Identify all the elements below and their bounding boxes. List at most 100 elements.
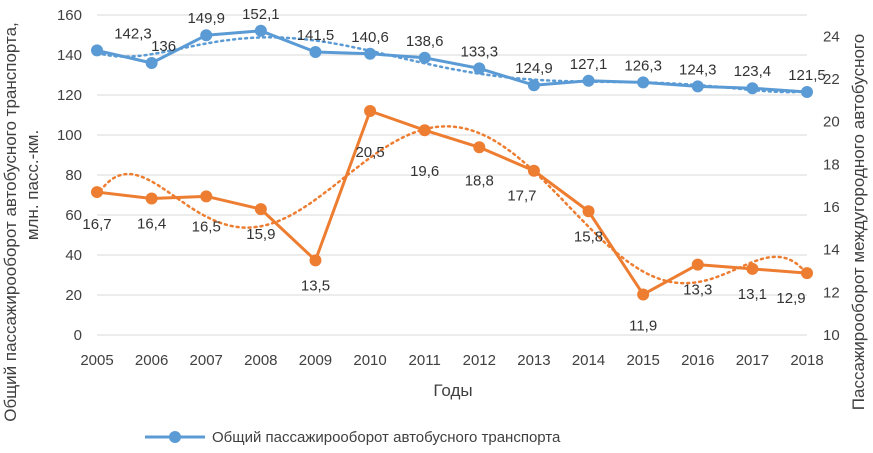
x-tick-label: 2016 xyxy=(681,352,714,369)
data-label: 138,6 xyxy=(406,33,444,50)
trendlines xyxy=(95,36,809,285)
data-point xyxy=(254,24,267,37)
trendline-series-0 xyxy=(95,36,809,94)
data-label: 136 xyxy=(151,38,176,55)
right-tick-label: 14 xyxy=(823,242,840,259)
data-label: 16,4 xyxy=(137,215,166,232)
right-axis-ticks: 10 12 14 16 18 20 22 24 xyxy=(823,28,840,344)
left-tick-label: 0 xyxy=(74,327,82,344)
data-point xyxy=(801,86,813,98)
x-tick-label: 2011 xyxy=(409,352,441,369)
data-label: 126,3 xyxy=(624,57,662,74)
x-tick-label: 2005 xyxy=(80,352,113,369)
data-point xyxy=(364,105,377,117)
data-point xyxy=(145,192,158,205)
right-tick-label: 22 xyxy=(823,71,840,88)
data-point xyxy=(691,80,704,93)
data-label: 20,5 xyxy=(355,144,384,161)
legend-label: Общий пассажирооборот автобусного трансп… xyxy=(212,429,561,446)
left-axis-title-line2: млн. пасс.-км. xyxy=(23,130,42,240)
legend: Общий пассажирооборот автобусного трансп… xyxy=(145,429,561,446)
x-tick-label: 2008 xyxy=(244,352,277,369)
data-point xyxy=(637,288,650,301)
data-label: 12,9 xyxy=(776,290,805,307)
right-tick-label: 12 xyxy=(823,284,840,301)
x-tick-label: 2010 xyxy=(353,352,386,369)
left-tick-label: 20 xyxy=(65,287,82,304)
left-tick-label: 80 xyxy=(65,167,82,184)
data-label: 142,3 xyxy=(114,25,152,42)
series-lines xyxy=(96,29,808,296)
data-point xyxy=(91,186,103,199)
data-label: 121,5 xyxy=(788,67,826,84)
right-tick-label: 18 xyxy=(823,156,840,173)
data-label: 13,1 xyxy=(738,286,767,303)
x-tick-label: 2006 xyxy=(135,352,168,369)
left-tick-label: 100 xyxy=(57,127,82,144)
left-tick-label: 160 xyxy=(57,7,82,24)
data-point xyxy=(309,254,322,267)
data-point xyxy=(582,74,595,87)
data-point xyxy=(200,29,213,42)
data-label: 133,3 xyxy=(461,43,499,60)
grid-lines xyxy=(97,14,807,336)
data-point xyxy=(473,62,486,75)
x-axis-ticks: 2005 2006 2007 2008 2009 2010 2011 2012 2013 2014… xyxy=(80,352,823,369)
x-tick-label: 2013 xyxy=(517,352,550,369)
series-line-1 xyxy=(96,109,808,296)
data-point xyxy=(527,79,540,92)
data-label: 15,8 xyxy=(574,228,603,245)
data-label: 11,9 xyxy=(629,317,657,334)
x-tick-label: 2012 xyxy=(463,352,496,369)
data-label: 15,9 xyxy=(246,226,275,243)
data-label: 13,3 xyxy=(683,282,712,299)
left-axis-title-line1: Общий пассажирооборот автобусного трансп… xyxy=(1,22,20,422)
data-point xyxy=(254,203,267,216)
data-point xyxy=(473,141,486,154)
data-label: 123,4 xyxy=(734,63,772,80)
data-label: 152,1 xyxy=(242,6,280,23)
data-label: 19,6 xyxy=(410,163,439,180)
x-axis-title: Годы xyxy=(433,381,472,400)
data-point xyxy=(746,262,759,275)
right-tick-label: 16 xyxy=(823,199,840,216)
trendline-series-1 xyxy=(95,125,809,285)
left-tick-label: 140 xyxy=(57,47,82,64)
data-label: 127,1 xyxy=(570,56,608,73)
data-label: 141,5 xyxy=(297,27,335,44)
right-axis-title: Пассажирооборот междугородного автобусно… xyxy=(849,34,868,410)
series-line-0 xyxy=(96,29,808,94)
x-tick-label: 2007 xyxy=(190,352,223,369)
x-tick-label: 2014 xyxy=(572,352,605,369)
x-tick-label: 2015 xyxy=(626,352,659,369)
data-label: 16,5 xyxy=(192,218,221,235)
data-label: 140,6 xyxy=(351,29,389,46)
right-tick-label: 20 xyxy=(823,114,840,131)
legend-marker xyxy=(169,431,181,443)
data-point xyxy=(691,258,704,271)
series-markers xyxy=(91,24,813,301)
data-point xyxy=(418,51,431,64)
data-label: 16,7 xyxy=(82,216,111,233)
right-tick-label: 24 xyxy=(823,28,840,45)
left-tick-label: 40 xyxy=(65,247,82,264)
right-tick-label: 10 xyxy=(823,327,840,344)
data-label: 17,7 xyxy=(507,188,536,205)
data-point xyxy=(91,44,103,57)
x-tick-label: 2017 xyxy=(736,352,769,369)
data-point xyxy=(527,164,540,177)
x-tick-label: 2009 xyxy=(299,352,332,369)
data-point xyxy=(746,82,759,95)
left-tick-label: 60 xyxy=(65,207,82,224)
data-point xyxy=(145,57,158,69)
data-label: 18,8 xyxy=(465,172,494,189)
data-point xyxy=(418,124,431,137)
data-point xyxy=(200,190,213,203)
x-tick-label: 2018 xyxy=(790,352,823,369)
data-point xyxy=(637,76,650,89)
data-point xyxy=(801,267,813,280)
left-axis-ticks: 0 20 40 60 80 100 120 140 160 xyxy=(57,7,82,344)
data-label: 124,3 xyxy=(679,61,717,78)
